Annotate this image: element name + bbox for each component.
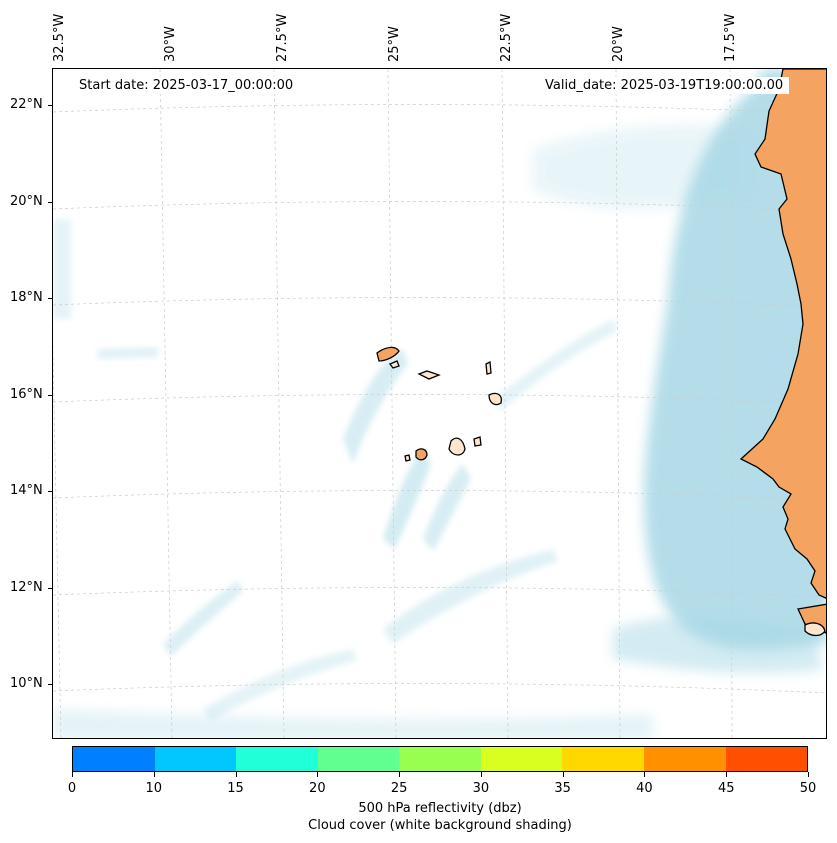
longitude-label: 25°W — [387, 26, 402, 62]
longitude-label: 30°W — [163, 26, 178, 62]
colorbar-segment — [399, 747, 481, 771]
colorbar-tick-label: 25 — [390, 781, 408, 796]
colorbar-segment — [236, 747, 318, 771]
latitude-tick — [48, 298, 52, 299]
colorbar-tick-label: 30 — [472, 781, 490, 796]
colorbar-tick — [72, 772, 73, 777]
cloud-small-west — [98, 347, 158, 359]
latitude-tick — [48, 491, 52, 492]
map-area[interactable] — [52, 68, 827, 739]
colorbar-tick-label: 20 — [309, 781, 326, 796]
island-santiago — [448, 437, 466, 456]
cloud-streak-6 — [203, 649, 356, 721]
longitude-label: 22.5°W — [499, 13, 514, 62]
colorbar-tick-label: 40 — [636, 781, 653, 796]
latitude-label: 14°N — [10, 483, 43, 498]
colorbar-segment — [480, 747, 563, 771]
cloud-streak-7 — [493, 319, 618, 411]
latitude-tick — [48, 202, 52, 203]
meridian-line — [53, 339, 62, 738]
island-sao-vicente — [388, 360, 400, 369]
colorbar-segment — [643, 747, 726, 771]
meridian-line — [729, 69, 733, 738]
cloud-cover-layer — [53, 69, 826, 738]
colorbar-tick-label: 45 — [717, 781, 735, 796]
longitude-label: 32.5°W — [52, 13, 67, 62]
latitude-tick — [48, 395, 52, 396]
longitude-label: 27.5°W — [275, 13, 290, 62]
parallel-line — [53, 297, 826, 308]
island-fogo — [415, 448, 428, 461]
cloud-streak-4 — [383, 549, 558, 644]
island-sao-nicolau — [417, 370, 441, 380]
parallel-line — [53, 201, 826, 212]
island-boa-vista — [488, 392, 503, 406]
meridian-line — [159, 69, 173, 738]
colorbar-segment — [317, 747, 400, 771]
cloud-south-band — [613, 615, 823, 674]
parallel-line — [53, 683, 826, 694]
colorbar-tick — [808, 772, 809, 777]
latitude-label: 20°N — [10, 194, 43, 209]
colorbar-tick-label: 10 — [145, 781, 163, 796]
graticule — [53, 69, 826, 738]
latitude-label: 10°N — [10, 676, 43, 691]
latitude-tick — [48, 684, 52, 685]
africa-coastline — [739, 69, 826, 599]
parallel-line — [53, 394, 826, 405]
latitude-label: 12°N — [10, 580, 43, 595]
cloud-bottom-haze — [53, 709, 653, 738]
colorbar-tick — [317, 772, 319, 777]
meridian-line — [273, 69, 285, 738]
longitude-label: 17.5°W — [723, 13, 738, 62]
meridian-line — [387, 69, 397, 738]
colorbar-segment — [562, 747, 644, 771]
colorbar-tick-label: 0 — [67, 781, 77, 796]
colorbar-tick — [644, 772, 646, 777]
latitude-label: 22°N — [10, 97, 43, 112]
colorbar-tick-label: 15 — [227, 781, 244, 796]
colorbar — [72, 746, 808, 772]
cloud-streak-2 — [383, 449, 431, 549]
latitude-tick — [48, 105, 52, 106]
island-brava — [404, 454, 411, 462]
cloud-streak-5 — [163, 581, 243, 657]
colorbar-tick — [399, 772, 401, 777]
latitude-tick — [48, 588, 52, 589]
colorbar-segment — [154, 747, 237, 771]
colorbar-tick-label: 35 — [554, 781, 571, 796]
island-maio — [473, 436, 482, 447]
valid-date-label: Valid_date: 2025-03-19T19:00:00.00 — [539, 77, 790, 94]
map-canvas — [53, 69, 826, 738]
colorbar-tick — [562, 772, 564, 777]
longitude-label: 20°W — [611, 26, 626, 62]
island-bissagos — [804, 622, 826, 637]
colorbar-segment — [725, 747, 808, 771]
island-santo-antao — [376, 346, 400, 362]
latitude-label: 16°N — [10, 387, 43, 402]
start-date-label: Start date: 2025-03-17_00:00:00 — [73, 77, 300, 94]
meridian-line — [615, 69, 621, 738]
parallel-line — [53, 587, 826, 598]
colorbar-segment — [73, 747, 155, 771]
colorbar-tick-label: 50 — [799, 781, 817, 796]
cloud-north-haze — [533, 125, 753, 209]
island-sal — [485, 360, 492, 375]
latitude-label: 18°N — [10, 290, 43, 305]
colorbar-title: 500 hPa reflectivity (dbz) — [358, 801, 522, 816]
parallel-line — [53, 104, 826, 115]
colorbar-tick — [480, 772, 482, 777]
colorbar-tick — [726, 772, 728, 777]
parallel-line — [53, 490, 826, 501]
cloud-streak-3 — [423, 464, 471, 551]
colorbar-tick — [153, 772, 155, 777]
meridian-line — [501, 69, 509, 738]
cloud-west-edge — [53, 219, 71, 319]
land-layer — [376, 69, 826, 637]
colorbar-subtitle: Cloud cover (white background shading) — [308, 818, 572, 833]
colorbar-tick — [235, 772, 237, 777]
